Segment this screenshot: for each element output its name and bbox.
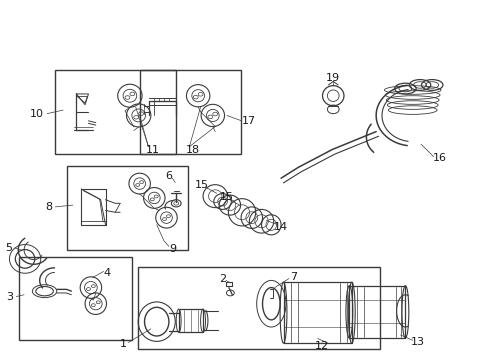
- Text: 10: 10: [30, 109, 44, 119]
- Text: 13: 13: [410, 337, 424, 347]
- Bar: [138, 267, 379, 349]
- Bar: [19, 257, 132, 339]
- Text: 6: 6: [165, 171, 172, 181]
- Bar: [67, 166, 187, 250]
- Text: 3: 3: [6, 292, 13, 302]
- Text: 17: 17: [241, 116, 255, 126]
- Text: 1: 1: [120, 339, 127, 349]
- Text: 2: 2: [219, 274, 225, 284]
- Text: 16: 16: [432, 153, 446, 163]
- Text: 4: 4: [103, 268, 110, 278]
- Text: 11: 11: [145, 144, 160, 154]
- Text: 14: 14: [273, 222, 287, 231]
- Text: 12: 12: [314, 341, 328, 351]
- Text: 18: 18: [186, 144, 200, 154]
- Text: 5: 5: [5, 243, 12, 253]
- Text: 15: 15: [195, 180, 209, 190]
- Bar: [55, 70, 175, 154]
- Text: 9: 9: [169, 244, 176, 254]
- Bar: [140, 70, 240, 154]
- Text: 7: 7: [289, 272, 296, 282]
- Text: 19: 19: [325, 73, 340, 83]
- Text: 15: 15: [219, 192, 233, 202]
- Text: 8: 8: [45, 202, 52, 212]
